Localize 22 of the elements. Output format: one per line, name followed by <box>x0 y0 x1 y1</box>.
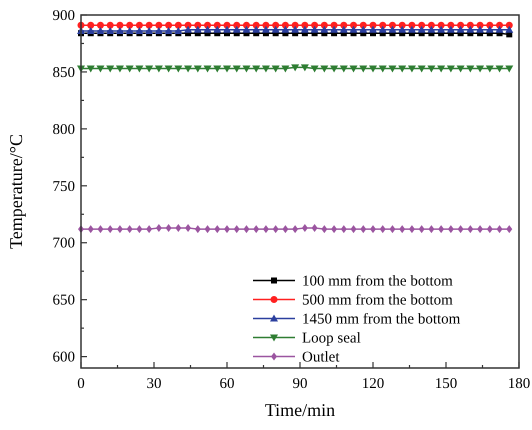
legend-label: Loop seal <box>302 330 361 346</box>
y-tick-label: 650 <box>52 292 75 309</box>
y-tick-label: 900 <box>52 8 75 24</box>
x-tick-label: 120 <box>362 376 384 392</box>
y-tick-label: 700 <box>52 236 75 252</box>
y-tick-label: 850 <box>52 64 75 81</box>
legend-label: Outlet <box>302 350 340 366</box>
y-tick-label: 600 <box>52 350 75 366</box>
x-tick-label: 150 <box>434 376 458 392</box>
point <box>505 26 514 33</box>
y-tick-label: 750 <box>52 178 75 195</box>
y-axis-title: Temperature/°C <box>6 134 26 249</box>
x-tick-label: 180 <box>508 376 530 392</box>
legend-label: 1450 mm from the bottom <box>302 312 461 328</box>
x-tick-label: 30 <box>146 376 162 392</box>
y-tick-label: 800 <box>52 122 75 138</box>
x-tick-label: 60 <box>220 376 234 392</box>
x-tick-label: 90 <box>292 376 308 392</box>
legend-label: 500 mm from the bottom <box>302 292 454 308</box>
x-tick-label: 0 <box>77 376 85 392</box>
x-axis-title: Time/min <box>264 400 336 420</box>
legend-label: 100 mm from the bottom <box>302 274 454 290</box>
